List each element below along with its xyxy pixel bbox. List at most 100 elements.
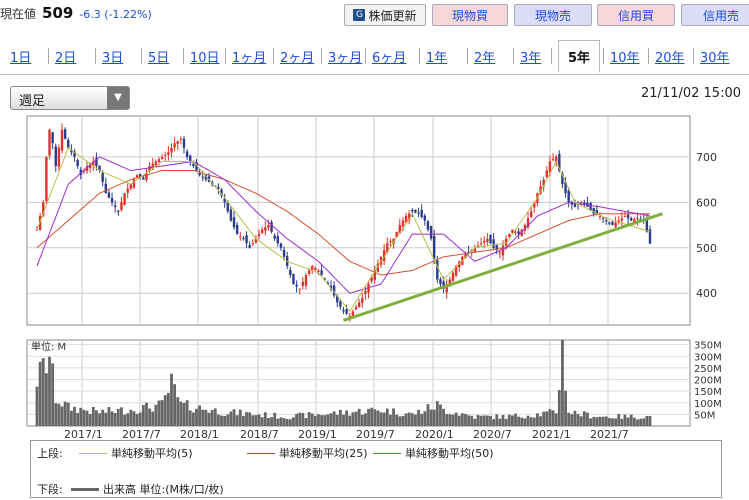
candle-body: [417, 212, 420, 214]
volume-bar: [35, 386, 39, 426]
candle-body: [589, 202, 592, 211]
candle-body: [314, 268, 317, 270]
volume-tick-label: 300M: [694, 352, 722, 363]
volume-bar: [51, 363, 55, 426]
volume-tick-label: 150M: [694, 387, 722, 398]
candle-body: [495, 245, 498, 251]
tab-separator: [693, 48, 694, 64]
volume-bar: [567, 412, 571, 426]
volume-bar: [229, 411, 233, 426]
tab-5[interactable]: 1ヶ月: [232, 51, 267, 66]
tab-10[interactable]: 2年: [474, 51, 496, 66]
volume-bar: [614, 418, 617, 426]
tab-8[interactable]: 6ヶ月: [372, 51, 407, 66]
volume-bar: [267, 417, 270, 426]
x-tick-label: 2020/7: [473, 428, 512, 440]
volume-bar: [510, 415, 514, 426]
candle-body: [623, 215, 627, 217]
volume-bar: [66, 402, 70, 426]
legend-ma50: 単純移動平均(50): [373, 445, 494, 461]
volume-bar: [617, 413, 621, 426]
candle-body: [214, 185, 217, 187]
tab-separator: [365, 48, 366, 64]
quote-summary: 現在値 509 -6.3 (-1.22%): [0, 4, 152, 28]
volume-bar: [360, 414, 364, 426]
volume-bar: [517, 416, 521, 426]
candle-body: [282, 249, 286, 257]
candle-body: [504, 238, 508, 246]
candle-body: [292, 274, 295, 285]
candle-body: [630, 218, 633, 221]
volume-bar: [95, 410, 98, 426]
volume-bar: [426, 404, 430, 426]
tab-15[interactable]: 30年: [700, 51, 730, 66]
volume-bar: [467, 415, 471, 426]
volume-bar: [495, 414, 499, 426]
volume-bar: [592, 417, 596, 426]
volume-bar: [210, 409, 214, 426]
volume-bar: [213, 408, 217, 426]
volume-bar: [423, 411, 427, 426]
tab-7[interactable]: 3ヶ月: [328, 51, 363, 66]
volume-bar: [586, 412, 589, 426]
candle-body: [542, 179, 545, 187]
tab-0[interactable]: 1日: [10, 51, 32, 66]
candle-body: [336, 295, 339, 303]
volume-bar: [464, 413, 467, 426]
update-price-button[interactable]: G 株価更新: [344, 4, 426, 26]
candle-body: [113, 205, 117, 207]
chevron-down-icon[interactable]: ▼: [107, 87, 129, 109]
volume-bar: [432, 409, 436, 426]
volume-bar: [554, 413, 558, 426]
volume-bar: [145, 402, 148, 426]
tab-6[interactable]: 2ヶ月: [280, 51, 315, 66]
tab-13[interactable]: 10年: [610, 51, 640, 66]
tab-11[interactable]: 3年: [520, 51, 542, 66]
candle-body: [201, 176, 204, 178]
tab-12[interactable]: 5年: [558, 40, 600, 73]
ma50-swatch: [373, 452, 401, 454]
candle-body: [311, 265, 314, 270]
tab-2[interactable]: 3日: [102, 51, 124, 66]
volume-bar: [642, 418, 646, 426]
volume-bar: [276, 418, 280, 426]
volume-bar: [173, 384, 177, 426]
volume-bar: [60, 406, 64, 426]
margin-sell-button[interactable]: 信用売: [681, 4, 749, 26]
candle-body: [301, 281, 305, 286]
tab-14[interactable]: 20年: [655, 51, 685, 66]
volume-bar: [129, 409, 133, 426]
tab-4[interactable]: 10日: [190, 51, 220, 66]
candle-body: [401, 220, 405, 228]
candle-body: [332, 285, 336, 296]
volume-bar: [545, 411, 549, 426]
candle-body: [195, 162, 198, 171]
volume-bar: [604, 416, 608, 426]
volume-tick-label: 50M: [694, 410, 715, 421]
volume-bar: [501, 415, 505, 426]
candle-body: [342, 310, 345, 312]
margin-buy-button[interactable]: 信用買: [597, 4, 675, 26]
tab-9[interactable]: 1年: [426, 51, 448, 66]
candle-body: [135, 175, 139, 178]
candle-body: [467, 251, 470, 253]
legend-ma5: 単純移動平均(5): [79, 445, 193, 461]
ma5-swatch: [79, 452, 107, 454]
tab-1[interactable]: 2日: [55, 51, 77, 66]
tab-3[interactable]: 5日: [148, 51, 170, 66]
candle-body: [101, 172, 104, 182]
candle-body: [511, 229, 514, 233]
candle-body: [323, 278, 326, 280]
cash-buy-button[interactable]: 現物買: [432, 4, 508, 26]
cash-sell-button[interactable]: 現物売: [514, 4, 592, 26]
volume-bar: [204, 409, 208, 426]
interval-select[interactable]: 週足 ▼: [10, 86, 130, 110]
candle-body: [545, 170, 548, 178]
volume-bar: [367, 408, 370, 426]
candle-body: [367, 284, 370, 293]
candle-body: [370, 277, 373, 282]
candle-body: [479, 243, 483, 245]
candle-body: [339, 301, 342, 307]
x-tick-label: 2020/1: [415, 428, 454, 440]
candle-body: [498, 252, 502, 254]
